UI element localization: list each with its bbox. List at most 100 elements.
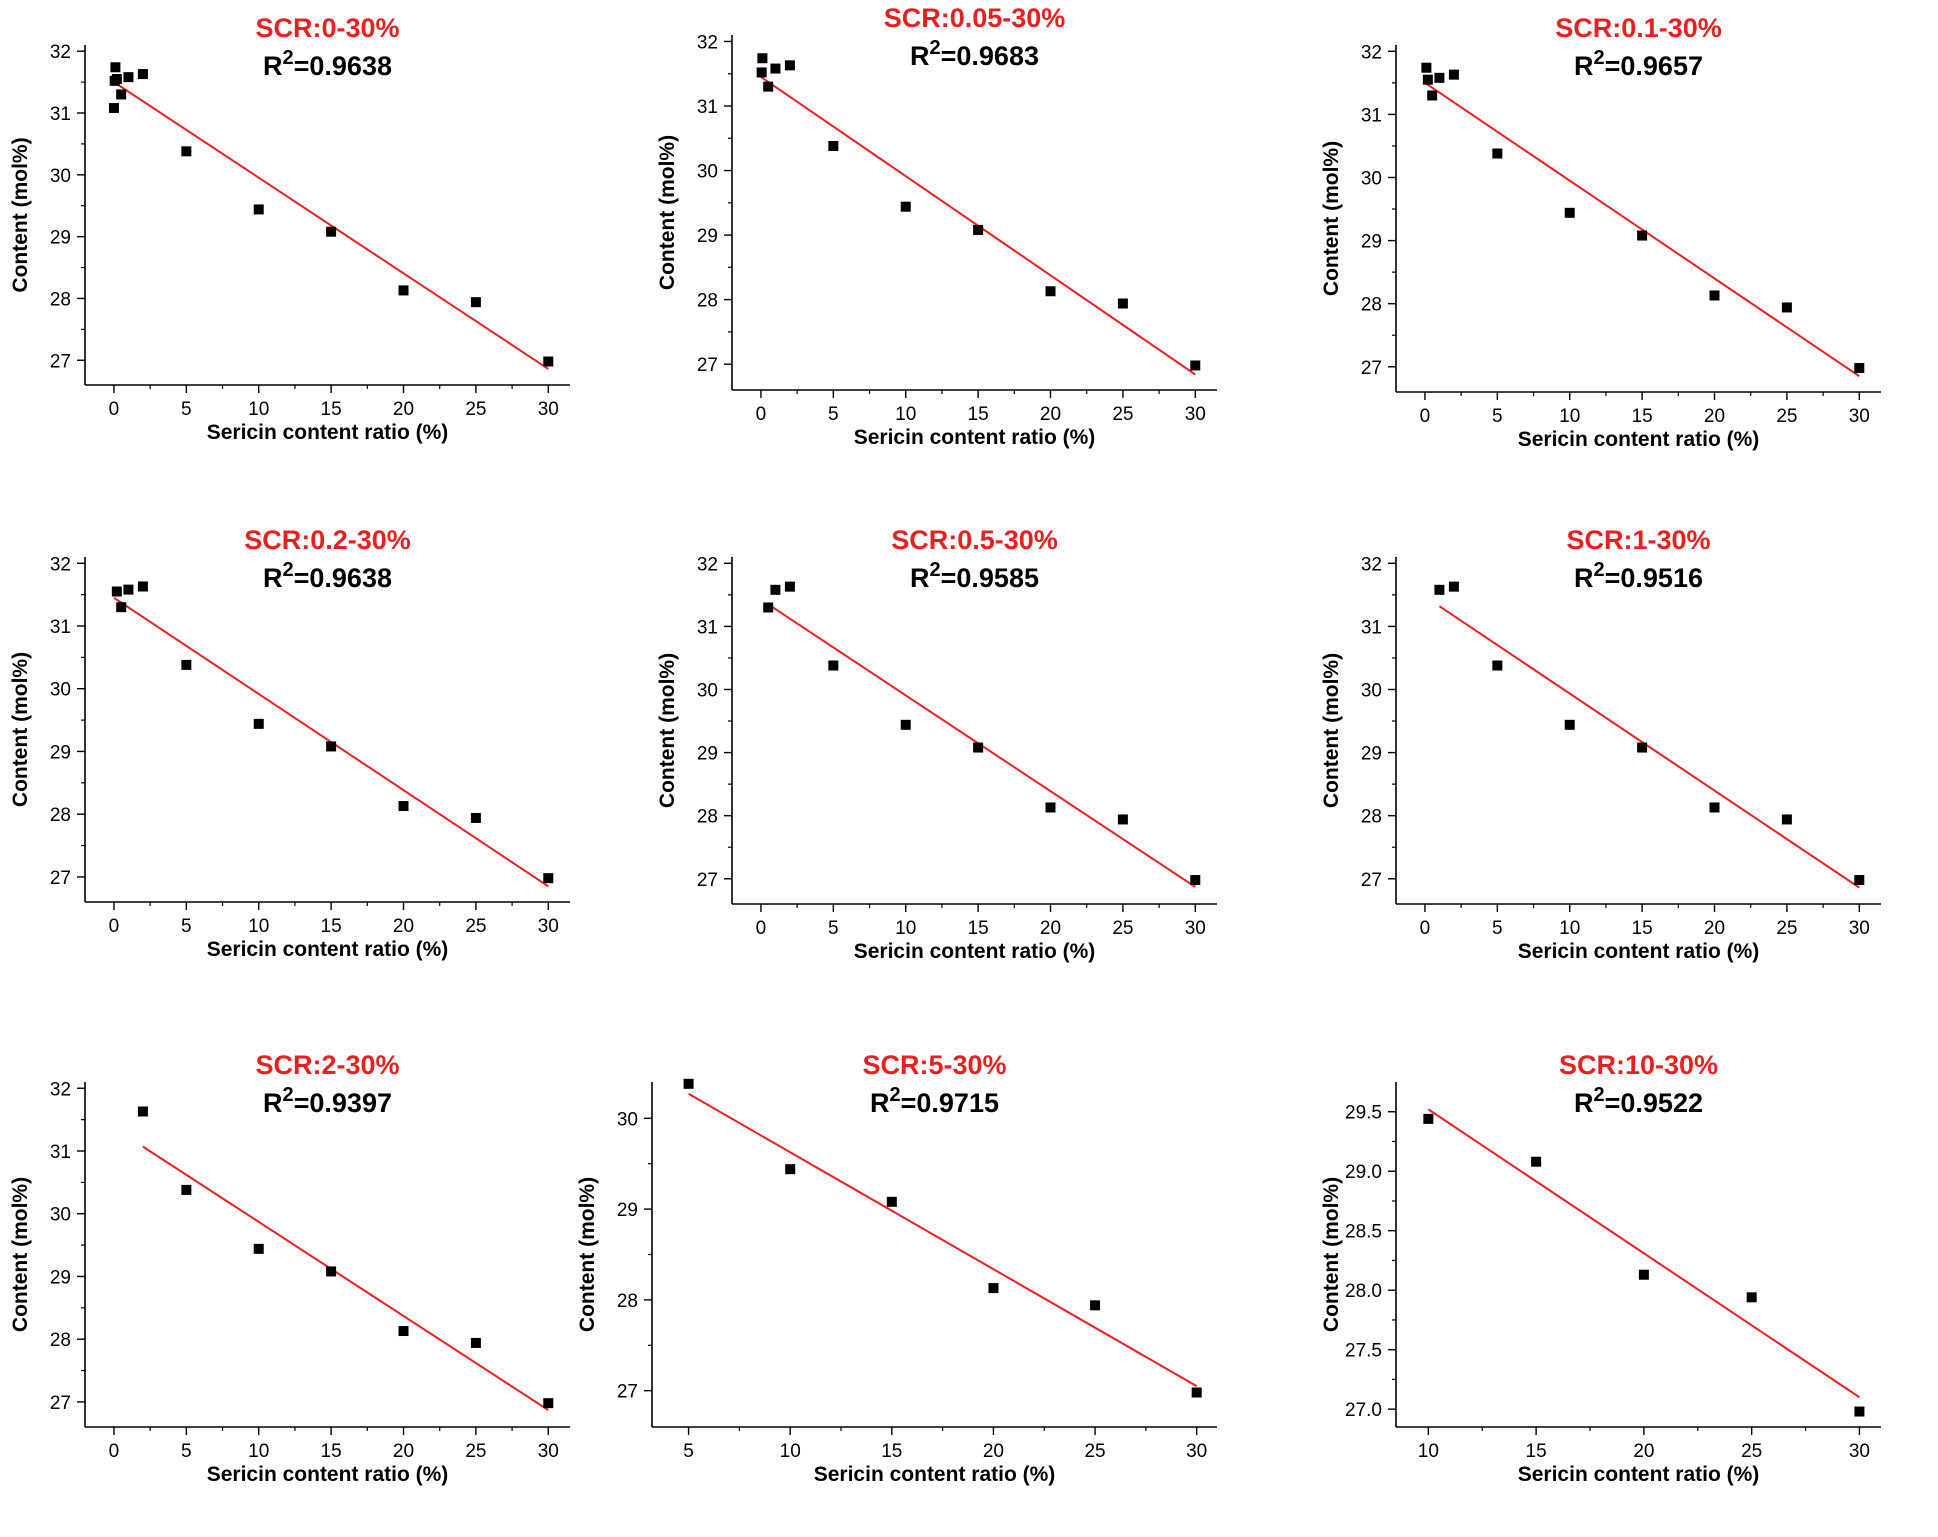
y-tick-label: 28.5 <box>1345 1222 1382 1243</box>
panel-title: SCR:0.5-30% <box>891 525 1058 555</box>
y-tick-label: 32 <box>697 32 718 53</box>
x-tick-label: 10 <box>248 399 269 420</box>
chart-panel-5: 0 5 10 15 20 25 30 27 28 29 30 31 32 Sericin content … <box>656 525 1217 963</box>
x-tick-label: 10 <box>248 916 269 937</box>
r-squared-label: R2=0.9657 <box>1574 47 1703 81</box>
y-tick-label: 28 <box>50 1330 71 1351</box>
panel-title: SCR:10-30% <box>1559 1050 1718 1080</box>
data-point <box>784 581 795 592</box>
chart-panel-7: 0 5 10 15 20 25 30 27 28 29 30 31 32 Sericin content … <box>9 1050 570 1486</box>
y-tick-label: 30 <box>697 162 718 183</box>
chart-panel-3: 0 5 10 15 20 25 30 27 28 29 30 31 32 Sericin content … <box>1320 13 1881 451</box>
data-point <box>1709 290 1720 301</box>
y-tick-label: 30 <box>50 166 71 187</box>
y-tick-label: 27 <box>50 351 71 372</box>
x-tick-label: 30 <box>1185 918 1206 939</box>
r-squared-label: R2=0.9516 <box>1574 559 1703 593</box>
y-tick-label: 29 <box>50 1267 71 1288</box>
x-axis-label: Sericin content ratio (%) <box>207 421 449 444</box>
x-tick-label: 15 <box>321 916 342 937</box>
data-point <box>1045 286 1056 297</box>
y-tick-label: 31 <box>697 617 718 638</box>
data-point <box>1564 719 1575 730</box>
x-tick-label: 0 <box>109 916 120 937</box>
y-tick-label: 32 <box>697 554 718 575</box>
panel-title: SCR:1-30% <box>1566 525 1710 555</box>
chart-panel-1: 0 5 10 15 20 25 30 27 28 29 30 31 32 Sericin content … <box>9 13 570 444</box>
x-tick-label: 15 <box>321 1441 342 1462</box>
fit-line <box>1427 1108 1860 1399</box>
y-axis-label: Content (mol%) <box>576 1177 599 1332</box>
data-point <box>1531 1156 1542 1167</box>
y-tick-label: 32 <box>50 42 71 63</box>
data-point <box>828 141 839 152</box>
panel-title: SCR:5-30% <box>862 1050 1006 1080</box>
data-point <box>784 60 795 71</box>
data-point <box>1637 742 1648 753</box>
panel-title: SCR:0.2-30% <box>244 525 411 555</box>
data-point <box>116 89 127 100</box>
data-point <box>123 72 134 83</box>
y-tick-label: 28 <box>50 805 71 826</box>
x-tick-label: 5 <box>181 916 192 937</box>
y-axis-label: Content (mol%) <box>9 652 32 807</box>
y-tick-label: 28 <box>1361 295 1382 316</box>
data-point <box>757 53 768 64</box>
data-point <box>110 62 121 73</box>
y-tick-label: 30 <box>50 1205 71 1226</box>
x-axis-label: Sericin content ratio (%) <box>207 1463 449 1486</box>
data-point <box>326 226 337 237</box>
x-tick-label: 30 <box>1186 1441 1207 1462</box>
y-tick-label: 27 <box>697 870 718 891</box>
data-point <box>253 718 264 729</box>
data-point <box>1854 875 1865 886</box>
x-tick-label: 25 <box>1741 1441 1762 1462</box>
y-axis-label: Content (mol%) <box>656 653 679 808</box>
data-point <box>1448 69 1459 80</box>
fit-line <box>688 1092 1198 1388</box>
chart-panel-4: 0 5 10 15 20 25 30 27 28 29 30 31 32 Sericin content … <box>9 525 570 961</box>
y-axis-label: Content (mol%) <box>1320 141 1343 296</box>
data-point <box>1423 1113 1434 1124</box>
y-tick-label: 28.0 <box>1345 1281 1382 1302</box>
x-tick-label: 25 <box>465 1441 486 1462</box>
y-tick-label: 27 <box>50 1393 71 1414</box>
x-tick-label: 5 <box>683 1441 694 1462</box>
data-point <box>1434 584 1445 595</box>
y-tick-label: 32 <box>1361 42 1382 63</box>
x-axis-label: Sericin content ratio (%) <box>854 940 1096 963</box>
x-tick-label: 15 <box>968 404 989 425</box>
data-point <box>828 660 839 671</box>
y-tick-label: 29 <box>1361 232 1382 253</box>
data-point <box>1638 1269 1649 1280</box>
data-point <box>1117 298 1128 309</box>
data-point <box>181 659 192 670</box>
x-tick-label: 25 <box>465 399 486 420</box>
data-point <box>137 69 148 80</box>
data-point <box>770 584 781 595</box>
x-axis-label: Sericin content ratio (%) <box>1518 1463 1760 1486</box>
y-axis-label: Content (mol%) <box>9 137 32 292</box>
y-tick-label: 27 <box>617 1382 638 1403</box>
data-point <box>1854 1406 1865 1417</box>
x-tick-label: 15 <box>1632 918 1653 939</box>
x-tick-label: 25 <box>1084 1441 1105 1462</box>
x-tick-label: 15 <box>1632 406 1653 427</box>
x-tick-label: 10 <box>780 1441 801 1462</box>
y-tick-label: 29 <box>617 1200 638 1221</box>
data-point <box>470 812 481 823</box>
data-point <box>398 285 409 296</box>
y-tick-label: 28 <box>50 289 71 310</box>
x-axis-label: Sericin content ratio (%) <box>814 1463 1056 1486</box>
y-tick-label: 27 <box>1361 870 1382 891</box>
x-tick-label: 10 <box>895 404 916 425</box>
y-tick-label: 31 <box>50 1142 71 1163</box>
data-point <box>123 584 134 595</box>
y-tick-label: 31 <box>50 617 71 638</box>
data-point <box>1045 802 1056 813</box>
x-tick-label: 30 <box>1185 404 1206 425</box>
x-tick-label: 15 <box>1526 1441 1547 1462</box>
data-point <box>543 1398 554 1409</box>
x-tick-label: 15 <box>881 1441 902 1462</box>
